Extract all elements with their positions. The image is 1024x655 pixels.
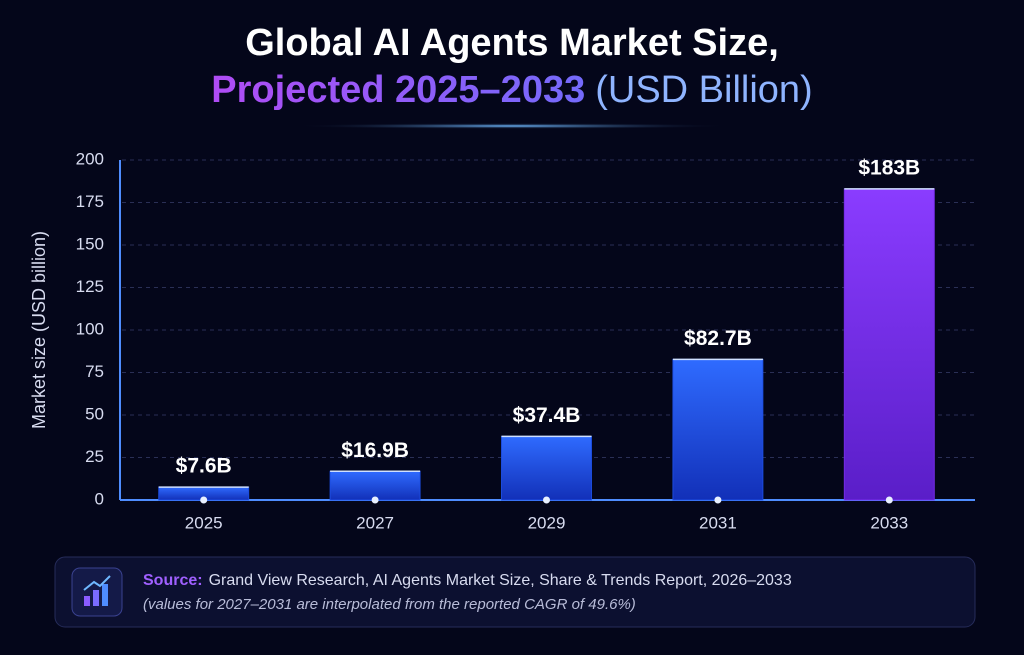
title-line2: Projected 2025–2033 (USD Billion) [211, 69, 812, 111]
bar [329, 470, 421, 501]
x-tick-label: 2025 [185, 513, 223, 532]
y-tick-label: 200 [76, 149, 104, 168]
x-tick-label: 2031 [699, 513, 737, 532]
value-label: $7.6B [176, 455, 232, 478]
source-label: Source: [143, 572, 203, 589]
title-rest: (USD Billion) [595, 69, 812, 111]
y-tick-label: 150 [76, 234, 104, 253]
axis-dot [714, 496, 722, 504]
y-axis-label: Market size (USD billion) [29, 231, 49, 429]
source-note: (values for 2027–2031 are interpolated f… [143, 596, 636, 613]
y-tick-label: 175 [76, 192, 104, 211]
axis-dot [543, 496, 550, 504]
value-label: $16.9B [341, 439, 409, 462]
y-tick-label: 50 [85, 404, 104, 423]
value-label: $37.4B [513, 404, 581, 427]
source-text: Grand View Research, AI Agents Market Si… [209, 572, 792, 589]
source-box [54, 556, 976, 628]
source-line: Source: Grand View Research, AI Agents Ma… [143, 572, 792, 589]
value-label: $183B [858, 156, 920, 179]
icon-bars [83, 575, 111, 606]
title-highlight: Projected 2025–2033 [211, 69, 585, 111]
y-tick-label: 100 [76, 319, 104, 338]
x-tick-label: 2029 [528, 513, 566, 532]
x-tick-label: 2027 [356, 513, 394, 532]
bar [501, 435, 592, 501]
title-line1: Global AI Agents Market Size, [245, 22, 779, 64]
bar [843, 188, 935, 501]
y-tick-label: 0 [95, 489, 104, 508]
bar [672, 358, 764, 501]
title-glow [292, 123, 732, 129]
x-tick-label: 2033 [870, 513, 908, 532]
y-tick-label: 25 [85, 447, 104, 466]
y-tick-label: 75 [85, 362, 104, 381]
axis-dot [885, 496, 893, 504]
axis-dot [371, 496, 379, 504]
y-tick-label: 125 [76, 277, 104, 296]
value-label: $82.7B [684, 327, 752, 350]
axis-dot [200, 496, 208, 504]
